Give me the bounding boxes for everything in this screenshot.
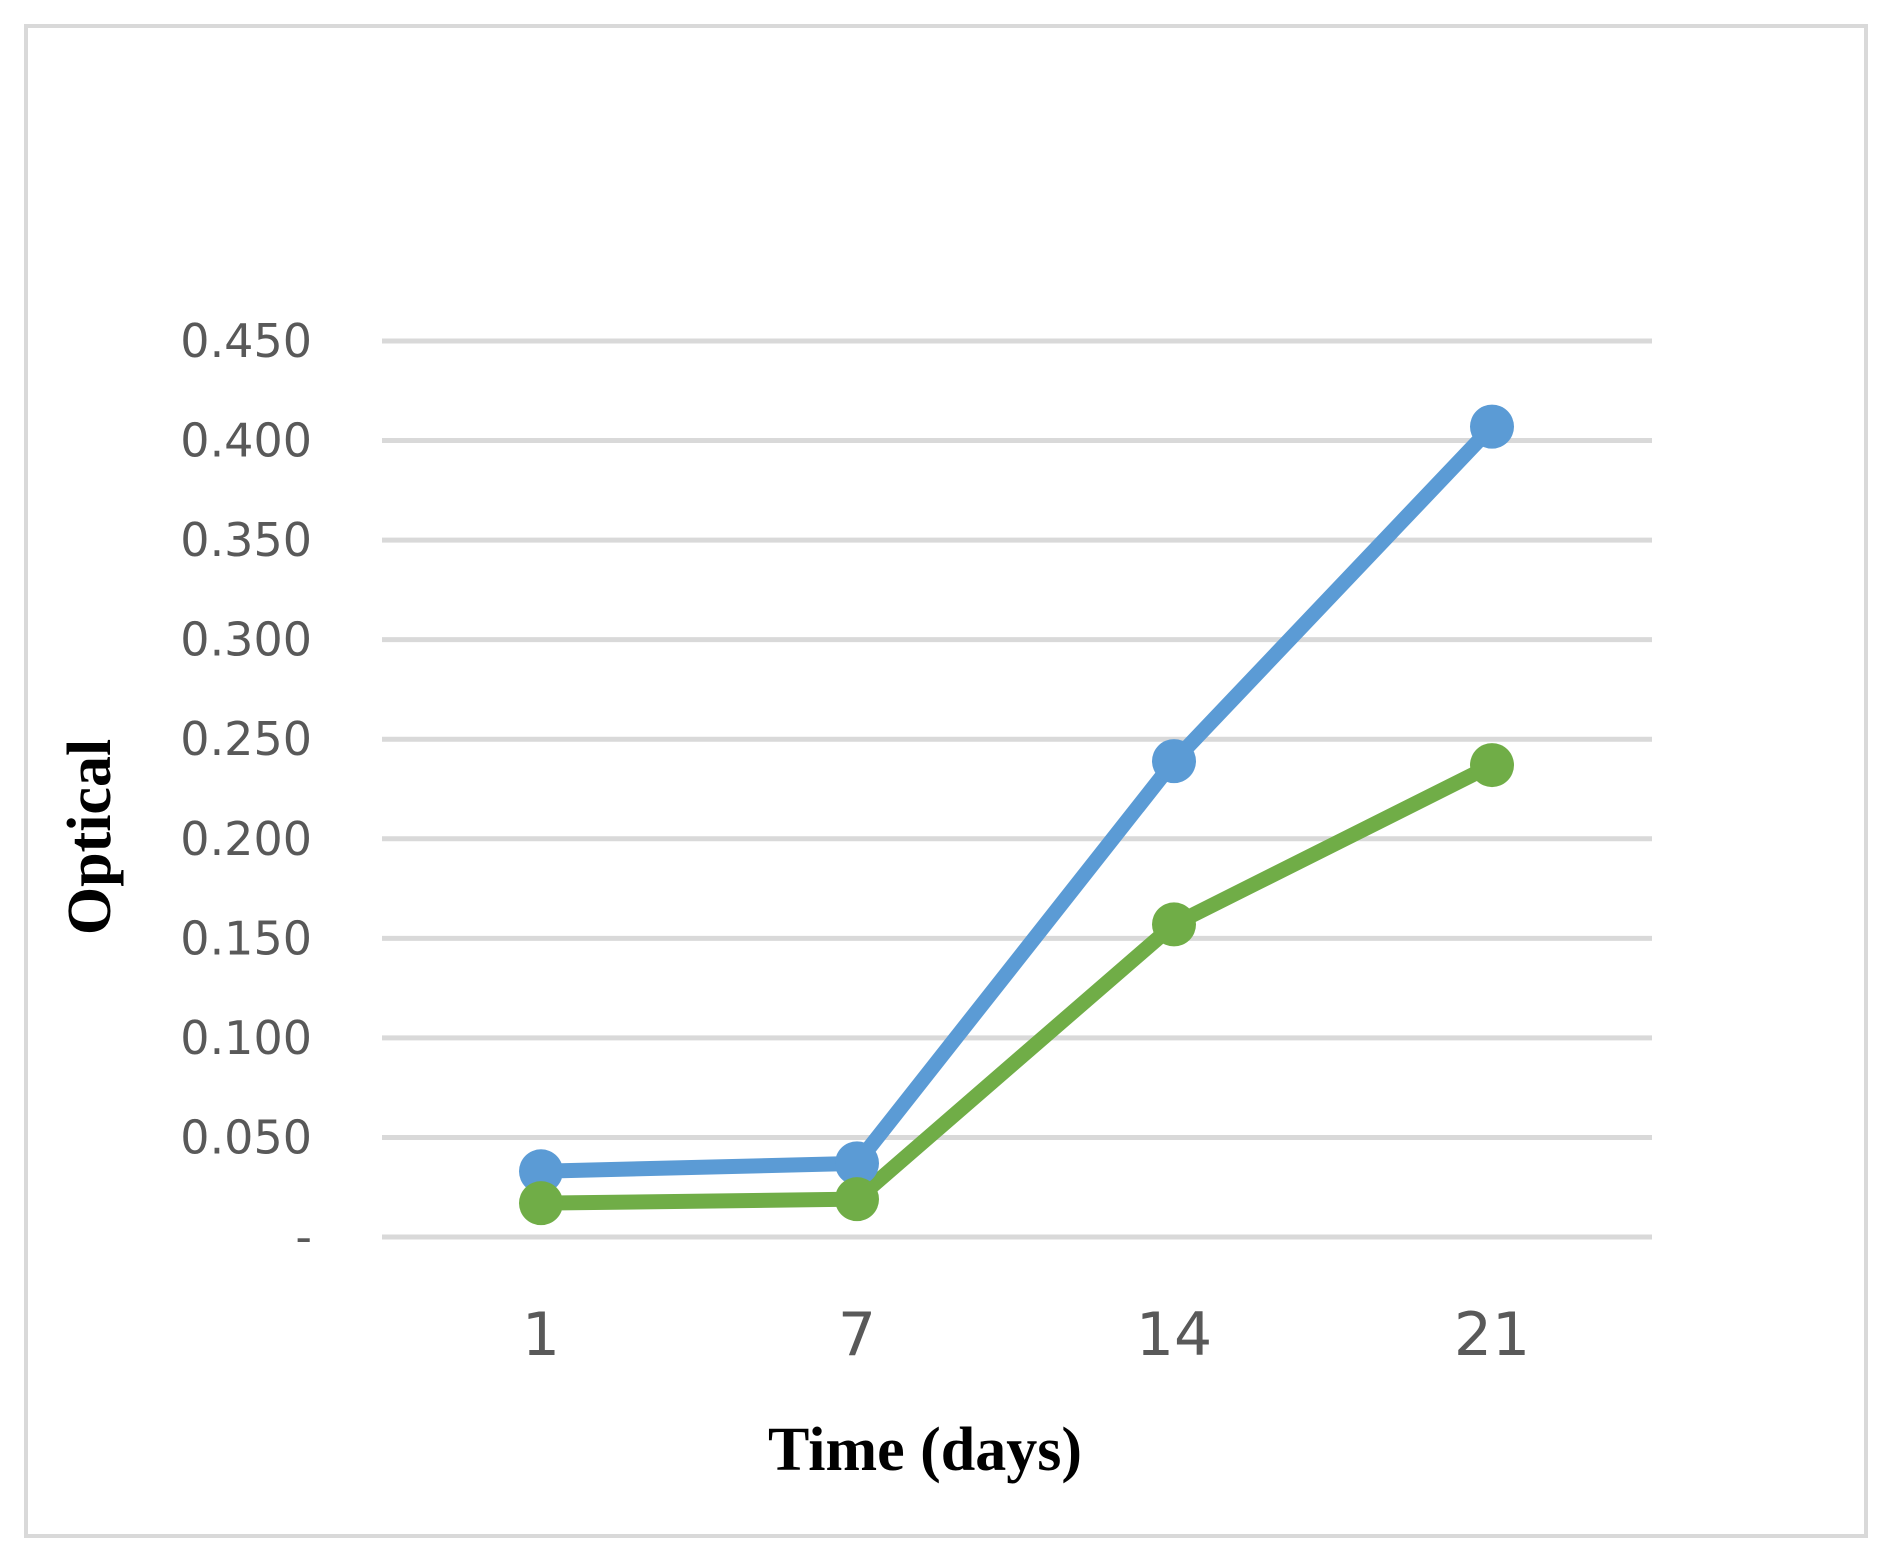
y-tick-label: 0.300 [180, 613, 312, 667]
data-point-series-1 [519, 1149, 563, 1194]
y-tick-label: 0.100 [180, 1011, 312, 1065]
x-tick-label: 14 [1136, 1300, 1212, 1370]
data-point-series-2 [835, 1177, 879, 1222]
series-markers [519, 404, 1514, 1226]
y-tick-label: 0.200 [180, 812, 312, 866]
y-tick-label: 0.350 [180, 513, 312, 567]
y-tick-label: - [295, 1210, 312, 1264]
series-line-1 [533, 419, 1500, 1179]
y-axis-ticks: - 0.050 0.100 0.150 0.200 0.250 0.300 0.350 0.40… [180, 314, 312, 1264]
series-line-2 [533, 757, 1500, 1211]
x-tick-label: 1 [522, 1300, 560, 1370]
y-tick-label: 0.250 [180, 712, 312, 766]
x-tick-label: 7 [838, 1300, 876, 1370]
x-axis-ticks: 1 7 14 21 [522, 1300, 1530, 1370]
y-tick-label: 0.150 [180, 911, 312, 965]
y-tick-label: 0.450 [180, 314, 312, 368]
chart-frame-border [24, 24, 1868, 1538]
y-tick-label: 0.400 [180, 414, 312, 468]
data-point-series-2 [519, 1181, 563, 1226]
y-tick-label: 0.050 [180, 1110, 312, 1164]
y-axis-title: Optical [56, 739, 124, 935]
series-lines [533, 419, 1500, 1211]
data-point-series-2 [1470, 743, 1514, 788]
gridlines [382, 338, 1652, 1240]
data-point-series-2 [1152, 902, 1196, 947]
data-point-series-1 [835, 1141, 879, 1186]
data-point-series-1 [1470, 404, 1514, 449]
data-point-series-1 [1152, 739, 1196, 784]
x-tick-label: 21 [1454, 1300, 1530, 1370]
x-axis-title: Time (days) [768, 1416, 1082, 1484]
